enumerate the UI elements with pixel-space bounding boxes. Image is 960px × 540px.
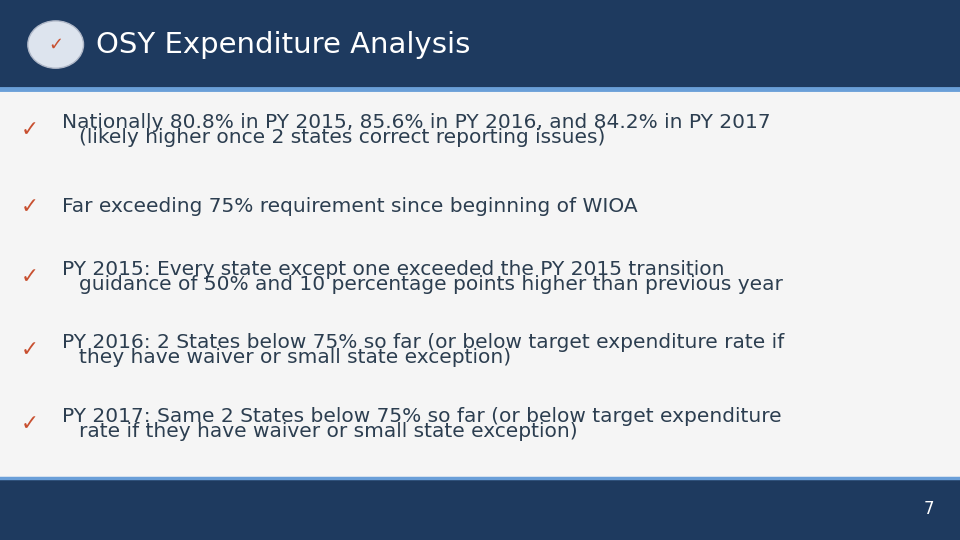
Text: ✓: ✓ bbox=[20, 197, 38, 217]
Text: Far exceeding 75% requirement since beginning of WIOA: Far exceeding 75% requirement since begi… bbox=[62, 198, 638, 217]
Text: guidance of 50% and 10 percentage points higher than previous year: guidance of 50% and 10 percentage points… bbox=[79, 275, 782, 294]
Text: ✓: ✓ bbox=[20, 267, 38, 287]
FancyBboxPatch shape bbox=[0, 478, 960, 540]
FancyBboxPatch shape bbox=[0, 0, 960, 89]
Text: Nationally 80.8% in PY 2015, 85.6% in PY 2016, and 84.2% in PY 2017: Nationally 80.8% in PY 2015, 85.6% in PY… bbox=[62, 113, 771, 132]
Text: (likely higher once 2 states correct reporting issues): (likely higher once 2 states correct rep… bbox=[79, 128, 605, 147]
Text: rate if they have waiver or small state exception): rate if they have waiver or small state … bbox=[79, 422, 577, 441]
Text: ✓: ✓ bbox=[20, 120, 38, 140]
Text: they have waiver or small state exception): they have waiver or small state exceptio… bbox=[79, 348, 511, 367]
Text: ✓: ✓ bbox=[20, 340, 38, 360]
Text: OSY Expenditure Analysis: OSY Expenditure Analysis bbox=[96, 31, 470, 58]
Text: PY 2015: Every state except one exceeded the PY 2015 transition: PY 2015: Every state except one exceeded… bbox=[62, 260, 725, 279]
Text: PY 2016: 2 States below 75% so far (or below target expenditure rate if: PY 2016: 2 States below 75% so far (or b… bbox=[62, 333, 784, 352]
Ellipse shape bbox=[28, 21, 84, 68]
Text: PY 2017: Same 2 States below 75% so far (or below target expenditure: PY 2017: Same 2 States below 75% so far … bbox=[62, 407, 782, 426]
Text: 7: 7 bbox=[924, 500, 934, 518]
Text: ✓: ✓ bbox=[48, 36, 63, 53]
Text: ✓: ✓ bbox=[20, 414, 38, 434]
